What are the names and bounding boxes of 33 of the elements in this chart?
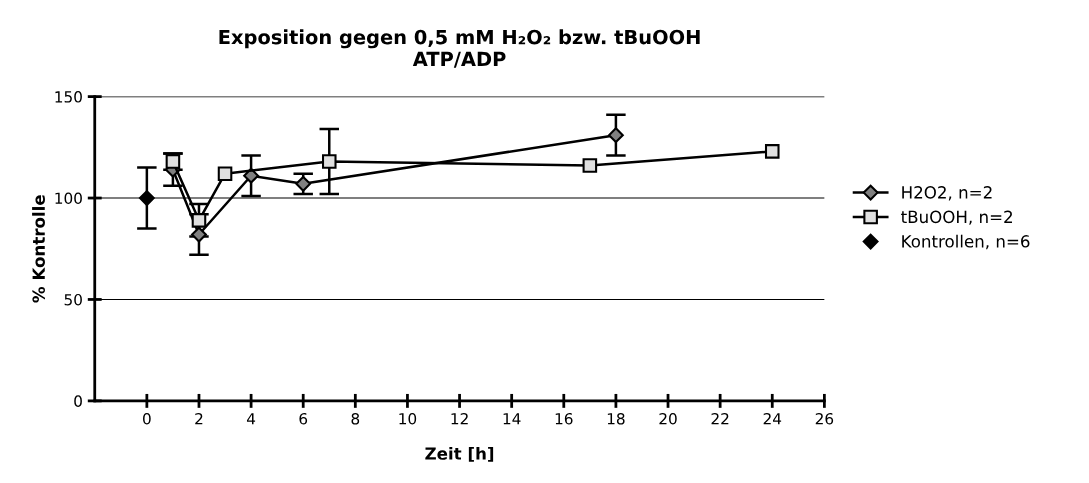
x-tick-label: 10 <box>399 412 417 425</box>
point <box>582 158 598 173</box>
point <box>138 190 155 206</box>
y-axis-title: % Kontrolle <box>32 195 45 303</box>
x-tick-label: 8 <box>351 412 360 425</box>
x-tick-label: 2 <box>195 412 203 425</box>
x-tick-label: 16 <box>555 412 573 425</box>
y-tick-label: 0 <box>74 395 82 407</box>
x-tick-label: 14 <box>503 413 521 425</box>
x-axis-title: Zeit [h] <box>425 446 494 462</box>
x-tick-label: 24 <box>763 412 782 425</box>
point <box>607 127 624 144</box>
x-tick-label: 4 <box>246 413 256 425</box>
x-tick-label: 20 <box>659 412 677 425</box>
legend-label: tBuOOH, n=2 <box>901 210 1012 225</box>
legend-label: H2O2, n=2 <box>902 186 992 201</box>
legend-label: Kontrollen, n=6 <box>902 234 1030 250</box>
chart-title: Exposition gegen 0,5 mM H₂O₂ bzw. tBuOOH ATP/ADP <box>219 29 700 68</box>
x-tick-label: 22 <box>711 412 729 425</box>
x-tick-label: 12 <box>451 412 468 425</box>
x-tick-label: 6 <box>299 412 308 425</box>
y-tick-label: 50 <box>64 293 82 306</box>
point <box>191 226 207 243</box>
point <box>165 154 181 169</box>
y-tick-label: 100 <box>55 192 82 205</box>
x-tick-label: 0 <box>143 412 151 425</box>
point <box>764 144 780 159</box>
y-tick-label: 150 <box>55 91 82 103</box>
x-tick-label: 18 <box>607 412 625 425</box>
x-tick-label: 26 <box>815 412 834 425</box>
point <box>217 166 233 181</box>
point <box>321 154 337 169</box>
point <box>191 213 207 228</box>
